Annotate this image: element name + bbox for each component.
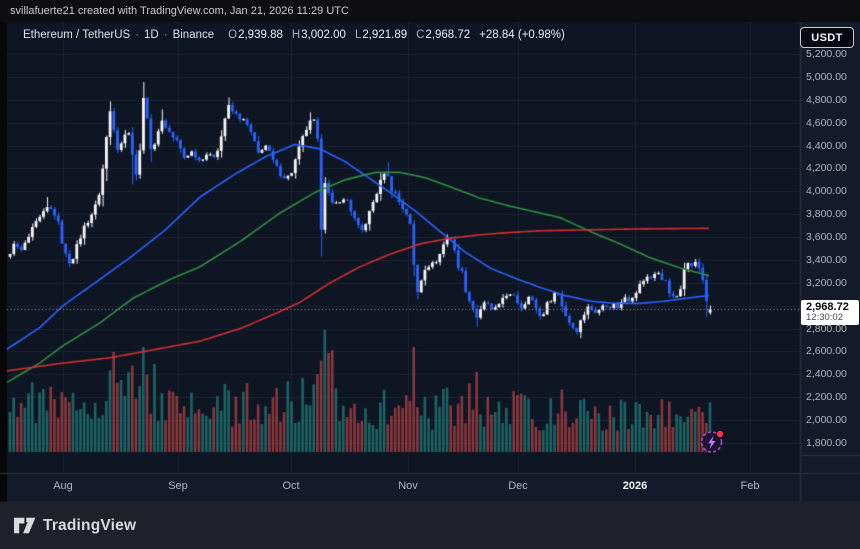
separator-dot: · bbox=[135, 28, 140, 41]
price-tick-label: 3,600.00 bbox=[806, 231, 847, 244]
price-tick-label: 2,400.00 bbox=[806, 368, 847, 381]
attribution-text: svillafuerte21 created with TradingView.… bbox=[10, 5, 349, 17]
price-tick-label: 5,200.00 bbox=[806, 48, 847, 60]
current-price-label: 2,968.72 12:30:02 bbox=[801, 300, 859, 325]
price-tick-label: 3,400.00 bbox=[806, 253, 847, 266]
price-tick-label: 2,600.00 bbox=[806, 345, 847, 358]
price-tick-label: 2,000.00 bbox=[806, 414, 847, 427]
notification-dot bbox=[716, 430, 724, 438]
price-tick-label: 5,000.00 bbox=[806, 70, 847, 83]
tradingview-logo-text: TradingView bbox=[43, 516, 137, 534]
tradingview-logo[interactable]: TradingView bbox=[14, 516, 136, 535]
bar-countdown: 12:30:02 bbox=[806, 312, 843, 324]
time-tick-label: Sep bbox=[168, 480, 188, 492]
symbol-title[interactable]: Ethereum / TetherUS bbox=[23, 28, 131, 41]
bottom-toolbar: TradingView bbox=[0, 502, 860, 549]
price-change: +28.84 (+0.98%) bbox=[479, 28, 565, 41]
separator-dot: · bbox=[163, 28, 168, 41]
price-tick-label: 4,200.00 bbox=[806, 162, 847, 175]
ohlc-item: L2,921.89 bbox=[354, 28, 408, 41]
price-tick-label: 4,400.00 bbox=[806, 139, 847, 152]
currency-badge-label: USDT bbox=[811, 31, 843, 44]
price-tick-label: 4,800.00 bbox=[806, 93, 847, 106]
symbol-header: Ethereum / TetherUS · 1D · Binance O2,93… bbox=[23, 26, 565, 43]
exchange-label: Binance bbox=[172, 28, 215, 41]
price-tick-label: 2,800.00 bbox=[806, 322, 847, 335]
time-tick-label: Feb bbox=[740, 480, 760, 492]
ohlc-item: H3,002.00 bbox=[291, 28, 346, 41]
price-tick-label: 1,800.00 bbox=[806, 437, 847, 449]
price-tick-label: 2,200.00 bbox=[806, 391, 847, 404]
current-price-value: 2,968.72 bbox=[806, 300, 849, 313]
price-tick-label: 3,800.00 bbox=[806, 208, 847, 221]
attribution-bar: svillafuerte21 created with TradingView.… bbox=[0, 0, 860, 22]
time-tick-label: Nov bbox=[398, 480, 418, 492]
time-tick-label: Oct bbox=[282, 480, 300, 492]
flash-icon[interactable] bbox=[699, 428, 726, 455]
tradingview-logo-icon bbox=[14, 517, 36, 534]
time-tick-label: Dec bbox=[508, 480, 528, 492]
ohlc-item: O2,939.88 bbox=[228, 28, 283, 41]
ohlc-values: O2,939.88 H3,002.00 L2,921.89 C2,968.72 bbox=[228, 29, 470, 41]
ohlc-item: C2,968.72 bbox=[416, 28, 471, 41]
price-tick-label: 4,600.00 bbox=[806, 116, 847, 129]
time-tick-label: Aug bbox=[53, 480, 73, 492]
time-tick-label: 2026 bbox=[622, 480, 648, 492]
interval-label[interactable]: 1D bbox=[144, 28, 159, 41]
currency-badge[interactable]: USDT bbox=[800, 27, 854, 48]
price-tick-label: 3,200.00 bbox=[806, 276, 847, 289]
price-tick-label: 4,000.00 bbox=[806, 185, 847, 198]
